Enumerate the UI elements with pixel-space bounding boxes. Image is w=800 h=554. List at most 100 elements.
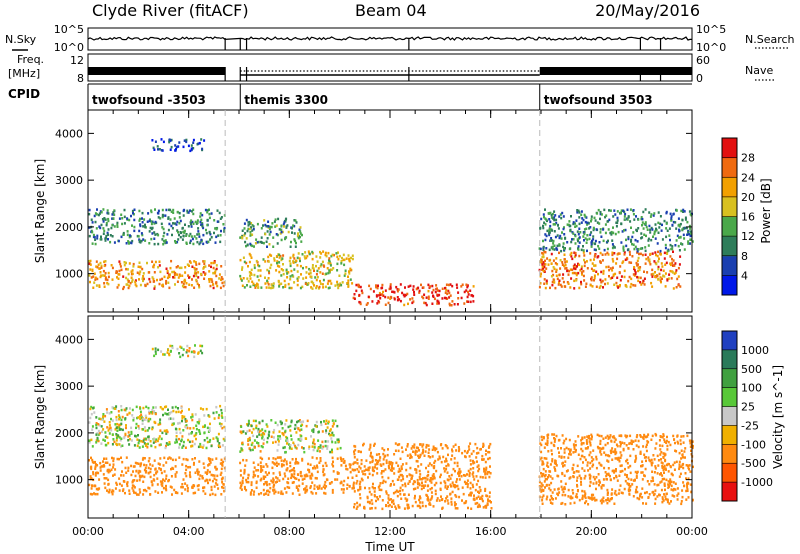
echo-cell <box>646 440 649 443</box>
echo-cell <box>101 418 104 421</box>
echo-cell <box>410 477 413 481</box>
echo-cell <box>468 473 471 477</box>
echo-cell <box>260 466 263 470</box>
echo-cell <box>387 296 390 299</box>
echo-cell <box>99 261 102 265</box>
echo-cell <box>343 459 346 463</box>
velocity-heatmap <box>88 344 694 511</box>
echo-cell <box>654 237 657 240</box>
echo-cell <box>657 459 660 462</box>
echo-cell <box>678 223 681 227</box>
echo-cell <box>424 504 427 508</box>
echo-cell <box>205 228 207 232</box>
echo-cell <box>337 286 340 290</box>
echo-cell <box>382 469 385 473</box>
echo-cell <box>544 223 547 226</box>
echo-cell <box>301 446 303 449</box>
echo-cell <box>612 274 615 278</box>
echo-cell <box>222 460 225 464</box>
echo-cell <box>270 435 273 438</box>
echo-cell <box>103 482 106 485</box>
echo-cell <box>330 433 333 437</box>
echo-cell <box>316 275 319 279</box>
echo-cell <box>151 226 154 230</box>
echo-cell <box>250 481 253 484</box>
echo-cell <box>121 489 124 493</box>
echo-cell <box>383 455 386 459</box>
echo-cell <box>188 264 190 267</box>
echo-cell <box>656 242 659 245</box>
echo-cell <box>118 217 121 220</box>
echo-cell <box>173 488 176 492</box>
echo-cell <box>89 407 92 411</box>
echo-cell <box>152 146 155 150</box>
echo-cell <box>615 225 618 228</box>
echo-cell <box>629 208 632 211</box>
echo-cell <box>185 464 188 468</box>
echo-cell <box>447 485 449 488</box>
echo-cell <box>172 211 175 214</box>
echo-cell <box>157 209 160 213</box>
echo-cell <box>588 227 591 230</box>
echo-cell <box>620 275 623 278</box>
echo-cell <box>632 495 635 498</box>
echo-cell <box>178 443 181 446</box>
echo-cell <box>355 482 358 485</box>
echo-cell <box>187 274 190 277</box>
echo-cell <box>566 269 569 273</box>
echo-cell <box>646 435 649 438</box>
echo-cell <box>454 469 456 473</box>
echo-cell <box>440 498 443 502</box>
echo-cell <box>623 229 625 232</box>
echo-cell <box>423 293 426 296</box>
echo-cell <box>201 213 204 217</box>
echo-cell <box>258 430 261 433</box>
echo-cell <box>584 261 586 264</box>
echo-cell <box>420 478 423 481</box>
echo-cell <box>419 501 422 504</box>
echo-cell <box>261 419 264 423</box>
echo-cell <box>106 281 109 285</box>
echo-cell <box>571 238 573 241</box>
echo-cell <box>643 283 646 286</box>
echo-cell <box>550 494 553 498</box>
echo-cell <box>247 280 250 283</box>
echo-cell <box>342 258 345 262</box>
echo-cell <box>467 290 469 294</box>
echo-cell <box>587 222 590 225</box>
echo-cell <box>219 217 222 220</box>
echo-cell <box>152 441 155 444</box>
echo-cell <box>635 457 638 460</box>
echo-cell <box>453 501 456 504</box>
echo-cell <box>646 228 649 231</box>
echo-cell <box>220 216 223 219</box>
echo-cell <box>661 497 664 501</box>
echo-cell <box>454 503 457 506</box>
echo-cell <box>287 282 290 286</box>
echo-cell <box>421 484 424 487</box>
echo-cell <box>296 420 298 424</box>
echo-cell <box>115 483 118 486</box>
echo-cell <box>672 481 675 484</box>
echo-cell <box>633 218 636 221</box>
echo-cell <box>558 215 561 218</box>
echo-cell <box>474 488 477 492</box>
echo-cell <box>197 470 200 474</box>
echo-cell <box>104 414 107 418</box>
echo-cell <box>657 250 659 254</box>
echo-cell <box>261 437 264 440</box>
echo-cell <box>604 453 607 457</box>
echo-cell <box>644 491 646 495</box>
echo-cell <box>175 438 178 441</box>
echo-cell <box>421 504 424 508</box>
echo-cell <box>422 286 425 289</box>
echo-cell <box>589 252 592 255</box>
echo-cell <box>337 438 340 441</box>
echo-cell <box>113 225 116 228</box>
echo-cell <box>577 271 580 275</box>
echo-cell <box>662 455 665 459</box>
echo-cell <box>162 413 164 417</box>
echo-cell <box>149 463 152 466</box>
echo-cell <box>582 251 585 254</box>
echo-cell <box>353 503 356 506</box>
